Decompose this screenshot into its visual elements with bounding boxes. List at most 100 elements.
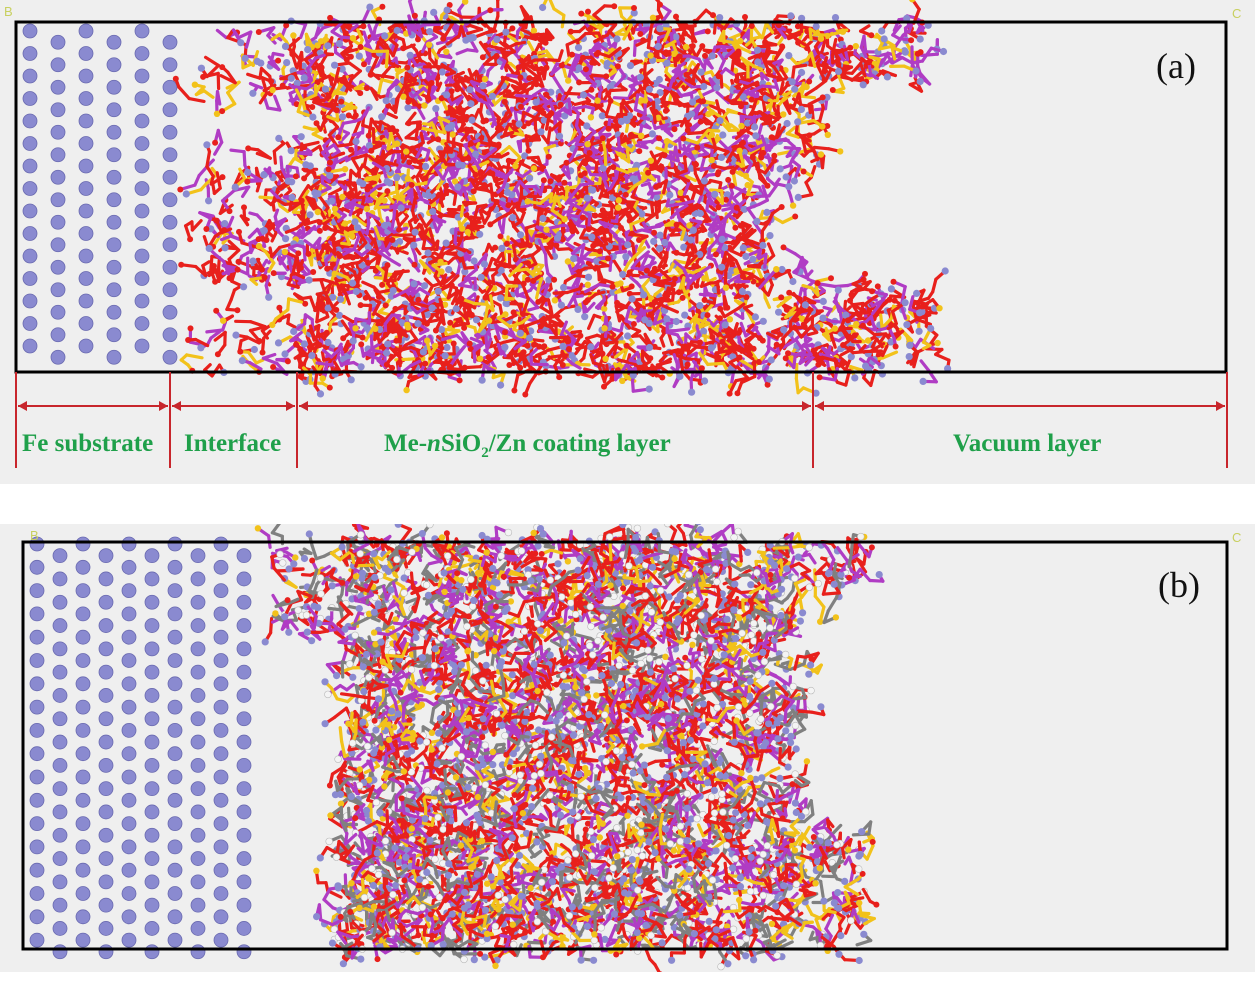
fe-atom bbox=[22, 181, 38, 196]
molecular-bond bbox=[261, 356, 279, 366]
fe-atom bbox=[162, 124, 178, 140]
coating-atom bbox=[749, 154, 756, 161]
fe-atom bbox=[106, 237, 122, 253]
coating-atom bbox=[340, 335, 347, 342]
molecular-bond bbox=[226, 91, 237, 106]
coating-atom bbox=[404, 104, 412, 112]
molecular-bond bbox=[188, 340, 202, 346]
fe-atom bbox=[162, 57, 178, 73]
coating-atom bbox=[637, 31, 644, 37]
fe-atom bbox=[106, 192, 122, 208]
fe-atom bbox=[134, 203, 150, 219]
fe-atom bbox=[162, 34, 178, 50]
coating-atom bbox=[403, 386, 410, 394]
coating-atom bbox=[338, 65, 346, 73]
coating-atom bbox=[934, 339, 941, 347]
coating-atom bbox=[213, 110, 221, 118]
fe-atom bbox=[134, 113, 150, 129]
coating-atom bbox=[432, 327, 439, 334]
fe-atom bbox=[78, 293, 94, 309]
coating-atom bbox=[249, 89, 257, 97]
coating-atom bbox=[522, 391, 529, 398]
coating-atom bbox=[944, 365, 952, 373]
coating-atom bbox=[284, 358, 291, 365]
fe-atom bbox=[162, 237, 178, 253]
molecular-bond bbox=[526, 40, 536, 54]
coating-atom bbox=[626, 290, 633, 297]
fe-atom bbox=[50, 282, 66, 298]
molecular-bond bbox=[519, 5, 528, 20]
coating-atom bbox=[480, 260, 489, 268]
fe-atom bbox=[22, 271, 38, 286]
molecular-bond bbox=[185, 353, 204, 360]
fe-atom bbox=[78, 248, 94, 264]
molecular-bond bbox=[546, 126, 552, 145]
coating-atom bbox=[301, 175, 308, 182]
molecular-bond bbox=[644, 224, 662, 231]
coating-atom bbox=[381, 32, 389, 40]
coating-atom bbox=[764, 381, 771, 388]
molecular-bond bbox=[931, 277, 938, 294]
coating-atom bbox=[789, 277, 797, 286]
coating-atom bbox=[231, 183, 239, 191]
coating-atom bbox=[767, 356, 775, 364]
coating-atom bbox=[191, 81, 199, 88]
coating-atom bbox=[187, 325, 194, 332]
coating-atom bbox=[314, 42, 321, 49]
coating-atom bbox=[241, 204, 247, 211]
coating-atom bbox=[602, 355, 609, 362]
coating-atom bbox=[357, 90, 364, 97]
molecular-bond bbox=[408, 0, 413, 3]
molecular-bond bbox=[799, 94, 817, 100]
coating-atom bbox=[219, 108, 226, 115]
coating-atom bbox=[723, 191, 731, 199]
molecular-bond bbox=[299, 22, 308, 40]
molecular-bond bbox=[584, 333, 599, 340]
molecular-bond bbox=[439, 306, 444, 323]
coating-atom bbox=[891, 297, 898, 304]
fe-substrate-atoms bbox=[22, 23, 178, 365]
molecular-bond bbox=[730, 59, 735, 75]
coating-atom bbox=[547, 178, 554, 185]
coating-atom bbox=[778, 294, 785, 301]
coating-atom bbox=[824, 131, 831, 138]
molecular-bond bbox=[507, 145, 522, 159]
coating-atom bbox=[609, 288, 617, 296]
coating-atom bbox=[226, 208, 233, 215]
coating-atom bbox=[359, 334, 366, 341]
coating-atom bbox=[584, 281, 591, 288]
molecular-bond bbox=[347, 61, 362, 73]
coating-atom bbox=[779, 43, 786, 50]
coating-atom bbox=[290, 327, 298, 336]
coating-atom bbox=[442, 239, 450, 247]
coating-atom bbox=[812, 389, 820, 397]
fe-atom bbox=[50, 79, 66, 95]
coating-atom bbox=[327, 14, 334, 21]
fe-atom bbox=[106, 327, 122, 343]
coating-atom bbox=[581, 313, 589, 321]
coating-atom bbox=[759, 317, 767, 325]
coating-atom bbox=[742, 14, 748, 20]
coating-atom bbox=[887, 285, 896, 293]
coating-atom bbox=[640, 291, 648, 299]
molecular-bond bbox=[434, 53, 453, 60]
coating-atom bbox=[447, 319, 454, 326]
molecular-bond bbox=[604, 98, 613, 117]
coating-atom bbox=[708, 131, 716, 139]
coating-atom bbox=[800, 168, 807, 175]
coating-atom bbox=[614, 299, 621, 306]
fe-atom bbox=[162, 282, 178, 298]
coating-atom bbox=[240, 283, 248, 291]
molecular-bond bbox=[632, 39, 637, 58]
coating-atom bbox=[661, 238, 669, 247]
coating-atom bbox=[786, 289, 793, 296]
coating-atom bbox=[331, 61, 339, 69]
fe-atom bbox=[50, 327, 66, 343]
fe-atom bbox=[78, 181, 94, 196]
coating-atom bbox=[525, 120, 532, 127]
coating-atom bbox=[543, 64, 550, 71]
fe-atom bbox=[50, 304, 66, 320]
fe-atom bbox=[78, 68, 94, 84]
coating-atom bbox=[281, 350, 289, 358]
coating-atom bbox=[684, 361, 691, 368]
